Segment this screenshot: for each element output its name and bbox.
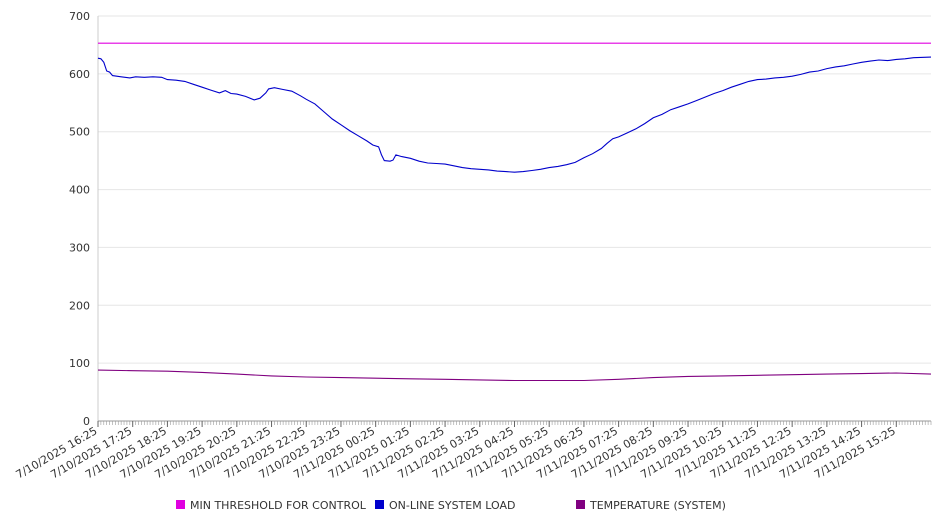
grid-lines: [98, 15, 931, 364]
series-lines: [97, 42, 932, 382]
y-tick-label: 600: [69, 68, 90, 81]
y-tick-label: 300: [69, 241, 90, 254]
y-tick-label: 200: [69, 299, 90, 312]
legend-swatch: [176, 500, 185, 509]
legend-label: MIN THRESHOLD FOR CONTROL: [190, 499, 367, 512]
y-tick-label: 0: [83, 415, 90, 428]
x-tick-labels: 7/10/2025 16:257/10/2025 17:257/10/2025 …: [14, 424, 898, 481]
legend-label: TEMPERATURE (SYSTEM): [589, 499, 726, 512]
legend-swatch: [375, 500, 384, 509]
y-tick-label: 700: [69, 10, 90, 23]
y-tick-label: 500: [69, 126, 90, 139]
y-tick-labels: 0 100 200 300 400 500 600 700: [69, 10, 90, 428]
legend: MIN THRESHOLD FOR CONTROL ON-LINE SYSTEM …: [176, 499, 726, 512]
y-tick-label: 400: [69, 184, 90, 197]
legend-swatch: [576, 500, 585, 509]
axes: [97, 16, 932, 427]
legend-label: ON-LINE SYSTEM LOAD: [389, 499, 515, 512]
y-tick-label: 100: [69, 357, 90, 370]
series-line-2: [97, 369, 932, 382]
series-line-1: [97, 56, 932, 173]
